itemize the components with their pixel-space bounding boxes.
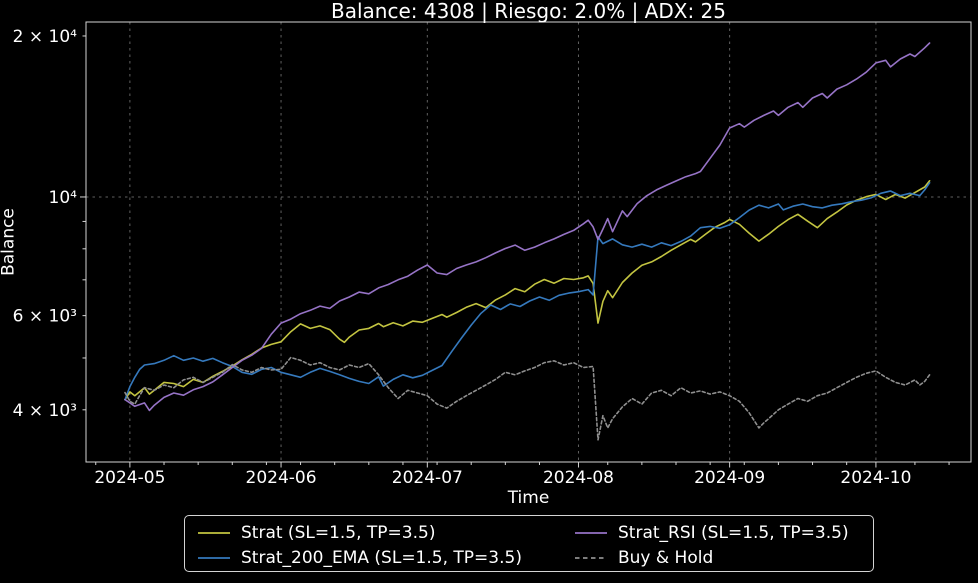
line-strat-200-ema-sl-1-5-tp-3-5	[124, 182, 931, 401]
x-tick-label-2024-07: 2024-07	[392, 468, 463, 488]
y-tick-label-4000: 4 × 10³	[13, 401, 77, 421]
line-strat-sl-1-5-tp-3-5	[124, 180, 931, 401]
legend-swatch-buy-and-hold	[575, 556, 607, 559]
y-tick-label-10000: 10⁴	[49, 188, 78, 208]
x-axis-label: Time	[507, 488, 550, 508]
chart-title: Balance: 4308 | Riesgo: 2.0% | ADX: 25	[330, 0, 726, 23]
legend-item-buy-and-hold: Buy & Hold	[574, 545, 849, 570]
legend-column-2: Strat_RSI (SL=1.5, TP=3.5) Buy & Hold	[574, 520, 849, 571]
y-axis-label: Balance	[0, 208, 19, 276]
legend-column-1: Strat (SL=1.5, TP=3.5) Strat_200_EMA (SL…	[197, 520, 574, 571]
legend-item-strat-rsi: Strat_RSI (SL=1.5, TP=3.5)	[574, 520, 849, 545]
legend-label-strat-200-ema: Strat_200_EMA (SL=1.5, TP=3.5)	[241, 547, 522, 568]
legend-swatch-strat-rsi	[575, 531, 607, 534]
line-buy-hold	[124, 356, 931, 441]
legend-swatch-strat-200-ema	[198, 556, 230, 559]
line-strat-rsi-sl-1-5-tp-3-5	[124, 42, 931, 412]
legend-label-strat: Strat (SL=1.5, TP=3.5)	[241, 522, 436, 543]
x-tick-label-2024-10: 2024-10	[840, 468, 911, 488]
legend-item-strat-200-ema: Strat_200_EMA (SL=1.5, TP=3.5)	[197, 545, 574, 570]
x-tick-label-2024-09: 2024-09	[694, 468, 765, 488]
x-tick-label-2024-06: 2024-06	[246, 468, 317, 488]
y-tick-label-20000: 2 × 10⁴	[13, 27, 77, 47]
x-tick-label-2024-05: 2024-05	[94, 468, 165, 488]
legend-swatch-strat	[198, 531, 230, 534]
legend: Strat (SL=1.5, TP=3.5) Strat_200_EMA (SL…	[184, 515, 874, 572]
legend-label-buy-and-hold: Buy & Hold	[618, 547, 714, 568]
plot-border	[85, 21, 972, 463]
legend-label-strat-rsi: Strat_RSI (SL=1.5, TP=3.5)	[618, 522, 849, 543]
legend-item-strat: Strat (SL=1.5, TP=3.5)	[197, 520, 574, 545]
x-tick-label-2024-08: 2024-08	[543, 468, 614, 488]
y-tick-label-6000: 6 × 10³	[13, 307, 77, 327]
